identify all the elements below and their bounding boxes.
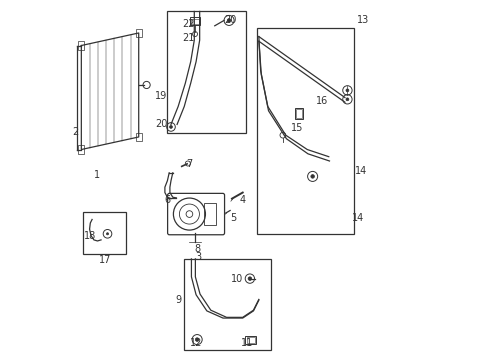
Text: 2: 2 — [72, 127, 78, 136]
Bar — [189, 17, 200, 25]
Bar — [78, 41, 84, 50]
Text: 18: 18 — [83, 231, 96, 240]
Bar — [78, 145, 84, 154]
Text: 16: 16 — [315, 96, 327, 106]
Text: 20: 20 — [155, 120, 167, 129]
Circle shape — [346, 98, 348, 101]
Circle shape — [227, 19, 230, 22]
Circle shape — [247, 277, 251, 280]
Circle shape — [106, 233, 108, 235]
Circle shape — [310, 175, 314, 178]
Text: 6: 6 — [164, 195, 170, 205]
Bar — [294, 108, 303, 119]
Text: 3: 3 — [194, 252, 201, 262]
Bar — [295, 109, 302, 118]
Text: 9: 9 — [175, 295, 181, 305]
Bar — [246, 337, 254, 343]
Text: 17: 17 — [98, 255, 111, 265]
Text: 14: 14 — [355, 166, 367, 176]
Bar — [183, 259, 271, 350]
Circle shape — [195, 338, 199, 341]
Text: 1: 1 — [94, 170, 101, 180]
Bar — [203, 203, 216, 225]
Text: 20: 20 — [224, 15, 237, 26]
Text: 5: 5 — [229, 213, 236, 222]
Bar — [167, 12, 246, 134]
Bar — [244, 336, 255, 344]
Bar — [257, 28, 353, 234]
Text: 15: 15 — [291, 123, 303, 133]
Text: 7: 7 — [185, 159, 192, 169]
Bar — [136, 29, 142, 37]
Bar — [83, 212, 126, 253]
Text: 22: 22 — [183, 19, 195, 29]
Text: 19: 19 — [155, 91, 167, 101]
Text: 21: 21 — [183, 33, 195, 43]
Circle shape — [346, 89, 348, 92]
Bar — [136, 133, 142, 141]
Text: 11: 11 — [241, 338, 253, 348]
Text: 4: 4 — [239, 195, 245, 205]
Text: 8: 8 — [194, 244, 201, 254]
Text: 14: 14 — [352, 213, 364, 222]
Text: 12: 12 — [189, 338, 202, 348]
Text: 13: 13 — [356, 15, 368, 26]
Circle shape — [169, 126, 172, 129]
Text: 10: 10 — [230, 274, 242, 284]
Bar — [191, 19, 199, 24]
